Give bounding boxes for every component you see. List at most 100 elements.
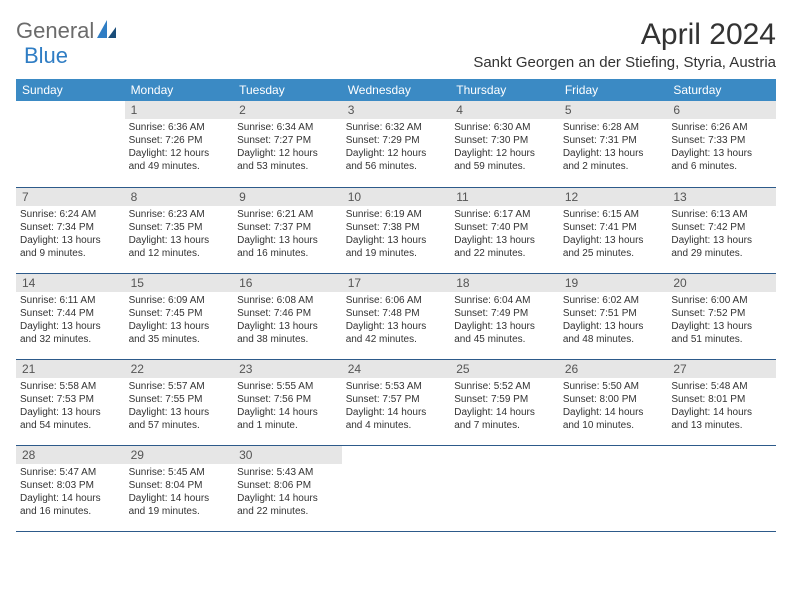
sunset-text: Sunset: 7:35 PM: [129, 221, 230, 234]
day2-text: and 22 minutes.: [454, 247, 555, 260]
day-number: 21: [16, 360, 125, 378]
day1-text: Daylight: 13 hours: [346, 320, 447, 333]
week-row: 21Sunrise: 5:58 AMSunset: 7:53 PMDayligh…: [16, 359, 776, 445]
sunset-text: Sunset: 7:53 PM: [20, 393, 121, 406]
week-row: 28Sunrise: 5:47 AMSunset: 8:03 PMDayligh…: [16, 445, 776, 531]
day1-text: Daylight: 12 hours: [454, 147, 555, 160]
logo-sail-icon: [96, 19, 118, 44]
day-number: 19: [559, 274, 668, 292]
day2-text: and 19 minutes.: [129, 505, 230, 518]
day-number: 13: [667, 188, 776, 206]
day-info: Sunrise: 6:34 AMSunset: 7:27 PMDaylight:…: [233, 119, 342, 177]
day-cell: 17Sunrise: 6:06 AMSunset: 7:48 PMDayligh…: [342, 273, 451, 359]
sunrise-text: Sunrise: 6:23 AM: [129, 208, 230, 221]
day-number: 24: [342, 360, 451, 378]
sunset-text: Sunset: 8:06 PM: [237, 479, 338, 492]
sunrise-text: Sunrise: 6:06 AM: [346, 294, 447, 307]
day-cell: 11Sunrise: 6:17 AMSunset: 7:40 PMDayligh…: [450, 187, 559, 273]
day2-text: and 59 minutes.: [454, 160, 555, 173]
sunrise-text: Sunrise: 6:21 AM: [237, 208, 338, 221]
day-info: Sunrise: 5:45 AMSunset: 8:04 PMDaylight:…: [125, 464, 234, 522]
day-number: 14: [16, 274, 125, 292]
day-cell: [667, 445, 776, 531]
day-cell: [342, 445, 451, 531]
day-cell: 22Sunrise: 5:57 AMSunset: 7:55 PMDayligh…: [125, 359, 234, 445]
day1-text: Daylight: 14 hours: [20, 492, 121, 505]
sunrise-text: Sunrise: 5:48 AM: [671, 380, 772, 393]
day2-text: and 16 minutes.: [237, 247, 338, 260]
logo-blue-row: Blue: [24, 43, 68, 69]
day2-text: and 29 minutes.: [671, 247, 772, 260]
day1-text: Daylight: 13 hours: [346, 234, 447, 247]
day-cell: 10Sunrise: 6:19 AMSunset: 7:38 PMDayligh…: [342, 187, 451, 273]
day-info: Sunrise: 6:02 AMSunset: 7:51 PMDaylight:…: [559, 292, 668, 350]
day2-text: and 51 minutes.: [671, 333, 772, 346]
sunrise-text: Sunrise: 6:17 AM: [454, 208, 555, 221]
header: General April 2024 Sankt Georgen an der …: [16, 18, 776, 71]
day1-text: Daylight: 14 hours: [454, 406, 555, 419]
day1-text: Daylight: 13 hours: [563, 320, 664, 333]
day-info: Sunrise: 6:28 AMSunset: 7:31 PMDaylight:…: [559, 119, 668, 177]
day2-text: and 12 minutes.: [129, 247, 230, 260]
day1-text: Daylight: 13 hours: [237, 234, 338, 247]
day-info: Sunrise: 5:50 AMSunset: 8:00 PMDaylight:…: [559, 378, 668, 436]
day2-text: and 48 minutes.: [563, 333, 664, 346]
sunset-text: Sunset: 8:01 PM: [671, 393, 772, 406]
day2-text: and 10 minutes.: [563, 419, 664, 432]
day-number: 3: [342, 101, 451, 119]
day-number: 6: [667, 101, 776, 119]
day-number: 2: [233, 101, 342, 119]
day1-text: Daylight: 13 hours: [20, 320, 121, 333]
sunset-text: Sunset: 7:59 PM: [454, 393, 555, 406]
day2-text: and 25 minutes.: [563, 247, 664, 260]
day-cell: 4Sunrise: 6:30 AMSunset: 7:30 PMDaylight…: [450, 101, 559, 187]
sunset-text: Sunset: 8:00 PM: [563, 393, 664, 406]
day-cell: 29Sunrise: 5:45 AMSunset: 8:04 PMDayligh…: [125, 445, 234, 531]
day2-text: and 54 minutes.: [20, 419, 121, 432]
day1-text: Daylight: 14 hours: [237, 492, 338, 505]
logo-text-blue: Blue: [24, 43, 68, 68]
day-number: 9: [233, 188, 342, 206]
sunrise-text: Sunrise: 5:50 AM: [563, 380, 664, 393]
sunrise-text: Sunrise: 6:34 AM: [237, 121, 338, 134]
day-number: 10: [342, 188, 451, 206]
logo: General: [16, 18, 120, 44]
sunset-text: Sunset: 7:29 PM: [346, 134, 447, 147]
sunset-text: Sunset: 7:31 PM: [563, 134, 664, 147]
sunset-text: Sunset: 7:44 PM: [20, 307, 121, 320]
day2-text: and 22 minutes.: [237, 505, 338, 518]
day-cell: 28Sunrise: 5:47 AMSunset: 8:03 PMDayligh…: [16, 445, 125, 531]
day2-text: and 53 minutes.: [237, 160, 338, 173]
day2-text: and 42 minutes.: [346, 333, 447, 346]
day-number: 28: [16, 446, 125, 464]
day-cell: 23Sunrise: 5:55 AMSunset: 7:56 PMDayligh…: [233, 359, 342, 445]
sunrise-text: Sunrise: 6:36 AM: [129, 121, 230, 134]
sunrise-text: Sunrise: 6:30 AM: [454, 121, 555, 134]
day1-text: Daylight: 13 hours: [454, 234, 555, 247]
sunrise-text: Sunrise: 6:09 AM: [129, 294, 230, 307]
day-number: 26: [559, 360, 668, 378]
day-number: 11: [450, 188, 559, 206]
sunset-text: Sunset: 7:26 PM: [129, 134, 230, 147]
day-info: Sunrise: 5:48 AMSunset: 8:01 PMDaylight:…: [667, 378, 776, 436]
day2-text: and 19 minutes.: [346, 247, 447, 260]
weekday-header: Friday: [559, 79, 668, 101]
day-number: 18: [450, 274, 559, 292]
sunrise-text: Sunrise: 5:53 AM: [346, 380, 447, 393]
sunrise-text: Sunrise: 5:55 AM: [237, 380, 338, 393]
day-cell: 26Sunrise: 5:50 AMSunset: 8:00 PMDayligh…: [559, 359, 668, 445]
day-info: Sunrise: 6:23 AMSunset: 7:35 PMDaylight:…: [125, 206, 234, 264]
day2-text: and 35 minutes.: [129, 333, 230, 346]
day-cell: 12Sunrise: 6:15 AMSunset: 7:41 PMDayligh…: [559, 187, 668, 273]
sunset-text: Sunset: 7:57 PM: [346, 393, 447, 406]
day-number: 23: [233, 360, 342, 378]
day-info: Sunrise: 6:21 AMSunset: 7:37 PMDaylight:…: [233, 206, 342, 264]
day-number: 29: [125, 446, 234, 464]
day-info: Sunrise: 6:06 AMSunset: 7:48 PMDaylight:…: [342, 292, 451, 350]
day1-text: Daylight: 13 hours: [671, 234, 772, 247]
sunset-text: Sunset: 7:38 PM: [346, 221, 447, 234]
day-info: Sunrise: 5:47 AMSunset: 8:03 PMDaylight:…: [16, 464, 125, 522]
day-number: 17: [342, 274, 451, 292]
day-number: 15: [125, 274, 234, 292]
day-number: 1: [125, 101, 234, 119]
